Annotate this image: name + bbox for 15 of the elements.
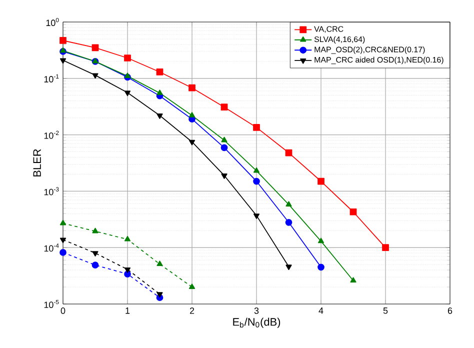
y-tick-label: 10$^{-2}$ (44, 130, 59, 139)
y-axis-title: BLER (33, 149, 41, 176)
x-axis-title: E$_{b}$/N$_{0}$(dB) (233, 318, 280, 328)
x-tick-label: 2 (190, 308, 194, 314)
x-tick-label: 4 (318, 308, 324, 314)
x-tick-label: 0 (60, 308, 66, 314)
x-tick-label: 6 (448, 308, 452, 314)
x-tick-label: 1 (126, 308, 130, 314)
x-tick-label: 3 (254, 308, 259, 314)
y-tick-label: 10$^{-5}$ (44, 300, 59, 308)
y-tick-label: 10$^{-1}$ (44, 74, 59, 82)
y-tick-label: 10$^{-3}$ (44, 187, 59, 196)
y-tick-label: 10$^{-4}$ (44, 244, 59, 252)
x-tick-label: 5 (383, 308, 388, 314)
y-tick-label: 10$^{0}$ (46, 18, 59, 26)
